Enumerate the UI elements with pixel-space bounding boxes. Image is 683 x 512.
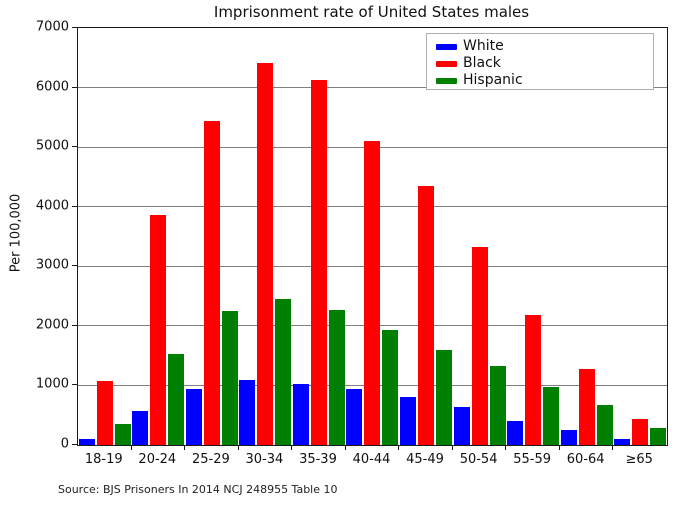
y-tick-label: 4000 [35, 198, 69, 214]
bar-group-35-39 [292, 28, 346, 445]
x-tick [344, 445, 346, 450]
x-tick-label-25-29: 25-29 [191, 452, 230, 467]
y-tick-label: 6000 [35, 79, 69, 95]
bar-white-40-44 [346, 389, 363, 445]
legend-label-black: Black [463, 55, 501, 71]
plot-area [77, 27, 668, 446]
y-tick-label: 3000 [35, 257, 69, 273]
bar-hispanic-60-64 [596, 404, 613, 445]
y-tick [72, 265, 77, 267]
bar-group-45-49 [399, 28, 453, 445]
bar-group-≥65 [613, 28, 667, 445]
bar-group-55-59 [506, 28, 560, 445]
y-tick [72, 86, 77, 88]
x-tick [184, 445, 186, 450]
x-tick [291, 445, 293, 450]
bar-group-18-19 [78, 28, 132, 445]
legend-label-hispanic: Hispanic [463, 72, 523, 88]
legend-color-patch-black [436, 60, 457, 67]
legend: White Black Hispanic [426, 33, 654, 90]
y-tick-label: 7000 [35, 19, 69, 35]
bar-black-45-49 [418, 185, 435, 445]
legend-row-white: White [436, 38, 653, 55]
bar-black-25-29 [203, 121, 220, 445]
y-tick [72, 384, 77, 386]
legend-color-patch-white [436, 43, 457, 50]
bar-white-≥65 [614, 438, 631, 445]
x-tick [237, 445, 239, 450]
bar-hispanic-30-34 [275, 298, 292, 445]
x-tick [558, 445, 560, 450]
bar-hispanic-18-19 [114, 424, 131, 445]
legend-row-hispanic: Hispanic [436, 72, 653, 89]
x-tick-label-20-24: 20-24 [138, 452, 177, 467]
y-tick-label: 5000 [35, 138, 69, 154]
y-tick [72, 324, 77, 326]
bar-white-55-59 [507, 420, 524, 445]
x-tick [451, 445, 453, 450]
x-tick-label-60-64: 60-64 [566, 452, 605, 467]
bar-hispanic-20-24 [168, 354, 185, 445]
bar-white-30-34 [239, 379, 256, 445]
y-tick [72, 146, 77, 148]
legend-color-patch-hispanic [436, 77, 457, 84]
y-tick [72, 205, 77, 207]
source-note: Source: BJS Prisoners In 2014 NCJ 248955… [58, 483, 338, 496]
bar-black-18-19 [96, 381, 113, 445]
bar-black-30-34 [257, 63, 274, 445]
x-tick-label-18-19: 18-19 [84, 452, 123, 467]
bar-hispanic-55-59 [543, 386, 560, 445]
bar-black-60-64 [578, 369, 595, 445]
y-tick-label: 1000 [35, 376, 69, 392]
bar-black-35-39 [310, 80, 327, 445]
x-tick-label-35-39: 35-39 [299, 452, 337, 467]
bar-hispanic-40-44 [382, 329, 399, 445]
bar-black-20-24 [150, 214, 167, 445]
x-tick-label-45-49: 45-49 [406, 452, 444, 467]
bar-black-≥65 [632, 418, 649, 445]
x-tick-label-50-54: 50-54 [459, 452, 498, 467]
bar-group-40-44 [346, 28, 400, 445]
y-tick-label: 0 [60, 436, 69, 452]
bar-black-40-44 [364, 141, 381, 445]
bar-white-20-24 [132, 410, 149, 445]
bar-black-50-54 [471, 246, 488, 445]
x-tick-label-≥65: ≥65 [625, 452, 653, 467]
bar-hispanic-35-39 [328, 309, 345, 445]
bar-group-25-29 [185, 28, 239, 445]
y-tick [72, 27, 77, 28]
bar-group-30-34 [239, 28, 293, 445]
bar-white-50-54 [453, 407, 470, 445]
x-tick-label-55-59: 55-59 [513, 452, 552, 467]
bar-hispanic-45-49 [436, 349, 453, 445]
bar-group-20-24 [132, 28, 186, 445]
bar-black-55-59 [525, 315, 542, 445]
x-tick [130, 445, 132, 450]
bar-hispanic-50-54 [489, 366, 506, 445]
x-tick-label-40-44: 40-44 [352, 452, 391, 467]
x-tick [612, 445, 614, 450]
legend-label-white: White [463, 38, 504, 54]
bar-group-60-64 [560, 28, 614, 445]
x-tick-label-30-34: 30-34 [245, 452, 284, 467]
y-tick [72, 444, 77, 445]
chart-title: Imprisonment rate of United States males [213, 3, 530, 21]
legend-row-black: Black [436, 55, 653, 72]
y-tick-label: 2000 [35, 317, 69, 333]
x-tick [505, 445, 507, 450]
x-tick [398, 445, 400, 450]
y-axis-label: Per 100,000 [8, 193, 24, 273]
bar-white-45-49 [400, 397, 417, 445]
gridline-6000 [78, 87, 667, 89]
bar-white-35-39 [292, 384, 309, 445]
bar-group-50-54 [453, 28, 507, 445]
bar-white-60-64 [560, 429, 577, 445]
bar-hispanic-≥65 [650, 427, 667, 445]
bar-white-25-29 [185, 388, 202, 445]
bar-white-18-19 [78, 438, 95, 445]
bar-hispanic-25-29 [221, 311, 238, 445]
